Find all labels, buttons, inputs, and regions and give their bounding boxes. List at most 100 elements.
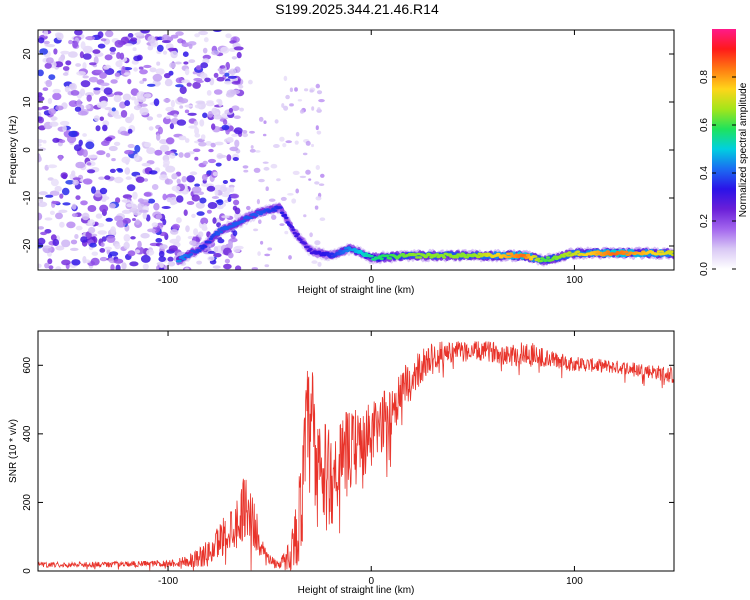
noise-blob — [146, 249, 155, 256]
noise-blob — [233, 115, 241, 119]
noise-blob — [158, 267, 165, 270]
noise-blob — [68, 100, 79, 107]
noise-blob — [248, 79, 253, 85]
noise-blob — [47, 258, 53, 265]
noise-blob — [137, 198, 144, 204]
noise-blob — [262, 133, 267, 137]
noise-blob — [188, 43, 193, 49]
ridge-cell — [379, 257, 384, 261]
ridge-cell — [254, 214, 259, 217]
ridge-cell — [345, 249, 350, 253]
noise-blob — [99, 116, 105, 122]
noise-blob — [304, 88, 309, 92]
noise-blob — [82, 53, 92, 60]
noise-blob — [88, 226, 96, 234]
noise-blob — [105, 217, 113, 222]
noise-blob — [99, 256, 108, 262]
noise-blob — [242, 165, 249, 169]
noise-blob — [116, 52, 121, 59]
ridge-cell — [305, 245, 310, 249]
noise-blob — [82, 256, 87, 264]
noise-blob — [176, 217, 182, 224]
noise-blob — [196, 260, 203, 265]
noise-blob — [196, 211, 205, 216]
noise-blob — [264, 264, 270, 268]
noise-blob — [229, 186, 235, 193]
noise-blob — [80, 80, 91, 88]
noise-blob — [262, 161, 269, 164]
ridge-cell — [279, 207, 285, 213]
noise-blob — [217, 154, 227, 158]
noise-blob — [318, 183, 325, 186]
noise-blob — [227, 75, 237, 79]
noise-blob — [317, 261, 322, 267]
noise-blob — [89, 242, 97, 248]
noise-blob — [73, 144, 82, 152]
noise-blob — [159, 244, 168, 250]
noise-blob — [100, 82, 110, 87]
noise-blob — [52, 92, 62, 101]
noise-blob — [225, 33, 232, 39]
noise-blob — [74, 106, 82, 112]
noise-blob — [133, 153, 140, 161]
ridge-cell — [329, 252, 334, 255]
noise-blob — [181, 176, 187, 183]
noise-blob — [243, 169, 249, 173]
noise-blob — [194, 104, 202, 109]
noise-blob — [260, 240, 264, 245]
noise-blob — [165, 106, 175, 112]
noise-blob — [59, 221, 65, 228]
noise-blob — [299, 175, 307, 179]
noise-blob — [121, 262, 127, 270]
noise-blob — [130, 37, 138, 42]
noise-blob — [175, 31, 184, 36]
noise-blob — [105, 137, 113, 142]
noise-blob — [158, 126, 163, 135]
noise-blob — [194, 133, 201, 138]
snr-ticks: -100 0 100 0 200 400 600 — [22, 331, 674, 587]
noise-blob — [140, 232, 150, 239]
noise-blob — [82, 62, 87, 70]
ridge-cell — [279, 211, 285, 215]
noise-blob — [226, 136, 234, 142]
noise-blob — [144, 142, 152, 148]
ridge-cell — [400, 252, 406, 256]
spectrogram-y-tick-label: 0 — [22, 147, 33, 153]
noise-blob — [309, 232, 313, 238]
noise-blob — [60, 50, 70, 55]
noise-blob — [62, 72, 69, 76]
spectrogram-y-tick-label: -20 — [22, 238, 33, 253]
noise-blob — [187, 112, 197, 116]
noise-blob — [101, 140, 110, 146]
ridge-cell — [385, 254, 390, 257]
noise-blob — [232, 157, 239, 161]
ridge-cell — [181, 257, 187, 261]
colorbar-ticks: 0.0 0.2 0.4 0.6 0.8 — [699, 70, 736, 276]
noise-blob — [65, 180, 75, 185]
noise-blob — [48, 265, 54, 270]
ridge-cell — [363, 252, 369, 255]
noise-blob — [109, 251, 119, 257]
noise-blob — [316, 130, 322, 135]
noise-blob — [176, 119, 187, 126]
snr-y-tick-label: 600 — [22, 357, 33, 374]
noise-blob — [138, 209, 149, 213]
noise-blob — [195, 202, 205, 209]
noise-blob — [88, 76, 99, 83]
noise-blob — [100, 38, 107, 42]
noise-blob — [143, 93, 152, 98]
noise-blob — [170, 34, 179, 39]
noise-blob — [67, 135, 77, 144]
noise-blob — [147, 45, 154, 51]
noise-blob — [38, 143, 42, 147]
noise-blob — [283, 105, 289, 111]
noise-blob — [126, 203, 134, 208]
noise-blob — [122, 217, 131, 224]
ridge-cell — [197, 249, 202, 252]
noise-blob — [309, 89, 314, 93]
noise-blob — [227, 196, 232, 202]
noise-blob — [92, 49, 101, 54]
noise-blob — [213, 246, 219, 253]
noise-blob — [220, 46, 230, 54]
noise-blob — [38, 107, 44, 111]
